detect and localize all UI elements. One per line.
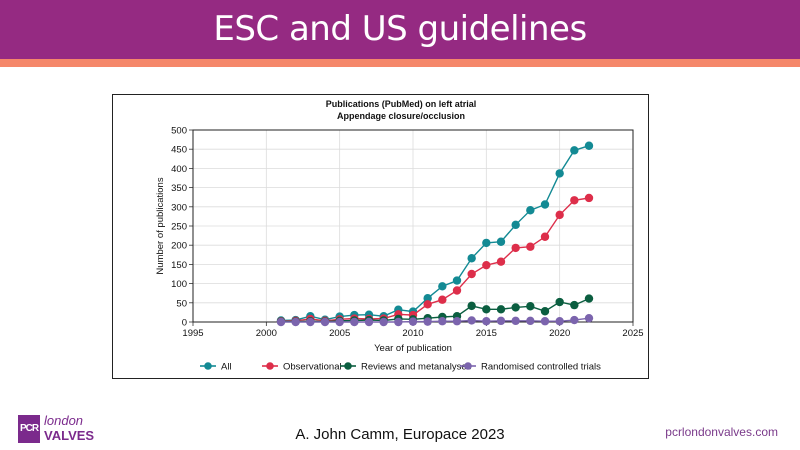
data-point — [584, 141, 594, 150]
legend-label: All — [221, 362, 232, 373]
data-point — [570, 146, 579, 155]
data-point — [423, 300, 432, 309]
data-point — [350, 317, 359, 327]
x-tick-label: 2000 — [256, 328, 277, 339]
data-point — [570, 196, 579, 205]
data-point — [584, 294, 594, 303]
data-point — [423, 293, 432, 303]
data-point — [482, 317, 491, 326]
x-tick-label: 2025 — [622, 328, 643, 339]
y-tick-label: 300 — [171, 202, 187, 213]
data-point — [408, 317, 418, 326]
data-point — [570, 315, 579, 325]
y-tick-label: 200 — [171, 241, 187, 252]
data-point — [511, 243, 520, 253]
y-tick-label: 0 — [182, 318, 187, 329]
data-point — [467, 301, 476, 311]
chart-subtitle: Appendage closure/occlusion — [337, 111, 465, 121]
data-point — [364, 317, 374, 327]
y-tick-label: 250 — [171, 222, 187, 233]
x-axis-label: Year of publication — [374, 343, 452, 354]
data-point — [584, 313, 594, 323]
data-point — [335, 317, 344, 327]
series-line-2 — [281, 297, 590, 323]
data-point — [438, 282, 447, 291]
x-tick-label: 1995 — [182, 328, 203, 339]
data-point — [526, 206, 535, 215]
data-point — [555, 317, 564, 326]
data-point — [438, 295, 447, 304]
x-tick-label: 2015 — [476, 328, 497, 339]
data-point — [467, 316, 476, 325]
logo-text-london: london — [44, 413, 84, 428]
chart-title: Publications (PubMed) on left atrial — [326, 99, 477, 109]
data-point — [452, 276, 462, 285]
data-point — [555, 169, 564, 178]
slide-header — [0, 0, 800, 59]
data-point — [496, 237, 506, 246]
data-point — [496, 257, 506, 266]
legend-marker — [464, 362, 472, 370]
y-tick-label: 350 — [171, 183, 187, 194]
data-point — [540, 232, 550, 241]
data-point — [526, 302, 535, 311]
y-tick-label: 150 — [171, 260, 187, 271]
y-tick-label: 450 — [171, 145, 187, 156]
slide-title: ESC and US guidelines — [213, 9, 587, 49]
data-point — [291, 317, 300, 327]
data-point — [423, 317, 432, 326]
y-axis-label: Number of publications — [155, 177, 166, 274]
legend-label: Observational — [283, 362, 342, 373]
legend-marker — [204, 362, 212, 370]
data-point — [379, 317, 388, 327]
data-point — [555, 297, 564, 307]
y-tick-label: 50 — [176, 298, 187, 309]
data-point — [467, 254, 476, 263]
legend-marker — [266, 362, 274, 370]
data-point — [467, 269, 476, 279]
data-point — [306, 317, 315, 327]
y-tick-label: 400 — [171, 164, 187, 175]
legend-marker — [344, 362, 352, 370]
data-point — [570, 300, 579, 310]
series-line-1 — [280, 197, 590, 322]
pcr-london-valves-logo: PCR london VALVES — [18, 413, 108, 443]
data-point — [584, 193, 594, 203]
citation: A. John Camm, Europace 2023 — [295, 426, 505, 443]
data-point — [496, 316, 506, 326]
x-tick-label: 2020 — [549, 328, 570, 339]
data-point — [452, 286, 462, 295]
series-line-3 — [281, 317, 590, 323]
legend-label: Randomised controlled trials — [481, 362, 601, 373]
data-point — [540, 307, 550, 316]
data-point — [394, 317, 403, 327]
y-tick-label: 100 — [171, 279, 187, 290]
data-point — [452, 317, 462, 326]
x-tick-label: 2010 — [402, 328, 423, 339]
data-point — [276, 317, 286, 327]
y-tick-label: 500 — [171, 126, 187, 137]
data-point — [482, 305, 491, 314]
data-point — [438, 317, 447, 326]
data-point — [496, 305, 506, 314]
data-point — [511, 316, 520, 326]
data-point — [320, 317, 330, 327]
data-point — [555, 210, 564, 220]
logo-pcr-box: PCR — [18, 415, 40, 443]
legend-label: Reviews and metanalyses — [361, 362, 472, 373]
header-accent-stripe — [0, 59, 800, 67]
data-point — [540, 317, 550, 326]
data-point — [482, 260, 491, 270]
data-point — [482, 238, 491, 248]
data-point — [526, 242, 535, 251]
data-point — [540, 200, 550, 209]
data-point — [526, 316, 535, 326]
series-line-0 — [280, 145, 590, 322]
data-point — [511, 303, 520, 312]
x-tick-label: 2005 — [329, 328, 350, 339]
website-link[interactable]: pcrlondonvalves.com — [665, 425, 778, 439]
logo-text-valves: VALVES — [44, 428, 95, 443]
data-point — [511, 220, 520, 230]
